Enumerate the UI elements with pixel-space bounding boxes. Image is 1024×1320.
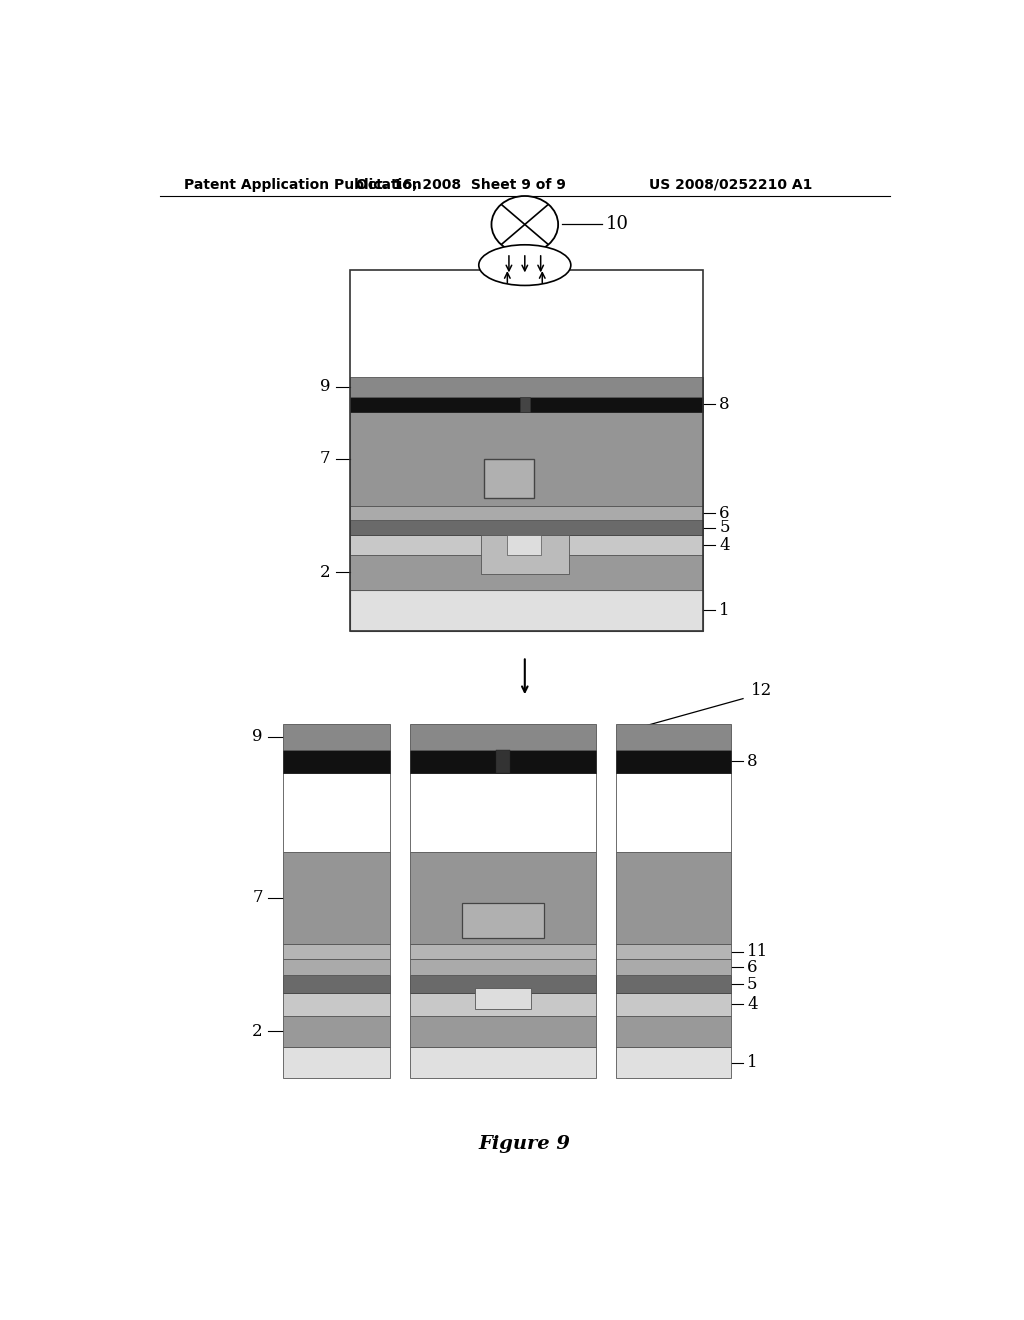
Bar bbox=[616, 750, 731, 772]
Text: 11: 11 bbox=[748, 942, 768, 960]
Bar bbox=[496, 750, 510, 772]
Bar bbox=[350, 520, 703, 536]
Text: US 2008/0252210 A1: US 2008/0252210 A1 bbox=[649, 178, 813, 191]
Ellipse shape bbox=[492, 195, 558, 253]
Text: 8: 8 bbox=[748, 752, 758, 770]
Bar bbox=[350, 271, 703, 631]
Bar bbox=[410, 772, 596, 851]
Bar bbox=[520, 397, 530, 412]
Bar bbox=[410, 851, 596, 944]
Bar bbox=[350, 536, 703, 556]
Text: 12: 12 bbox=[751, 681, 772, 698]
Text: 8: 8 bbox=[719, 396, 730, 413]
Bar bbox=[616, 772, 731, 851]
Bar bbox=[350, 556, 703, 590]
Bar bbox=[283, 725, 390, 750]
Bar bbox=[616, 851, 731, 944]
Text: 9: 9 bbox=[319, 379, 331, 396]
Bar bbox=[484, 459, 534, 499]
Text: 7: 7 bbox=[252, 890, 263, 907]
Bar bbox=[410, 993, 596, 1015]
Text: 5: 5 bbox=[719, 519, 730, 536]
Bar bbox=[410, 1015, 596, 1047]
Bar bbox=[616, 1047, 731, 1078]
Bar bbox=[481, 536, 569, 574]
Bar bbox=[616, 1015, 731, 1047]
Text: 1: 1 bbox=[748, 1055, 758, 1071]
Text: 2: 2 bbox=[319, 564, 331, 581]
Text: 1: 1 bbox=[719, 602, 730, 619]
Bar bbox=[283, 993, 390, 1015]
Bar bbox=[410, 975, 596, 993]
Bar bbox=[283, 944, 390, 960]
Ellipse shape bbox=[479, 244, 570, 285]
Text: Figure 9: Figure 9 bbox=[479, 1135, 570, 1154]
Text: 9: 9 bbox=[252, 729, 263, 746]
Bar bbox=[283, 750, 390, 772]
Bar bbox=[283, 851, 390, 944]
Bar bbox=[350, 378, 703, 397]
Text: Oct. 16, 2008  Sheet 9 of 9: Oct. 16, 2008 Sheet 9 of 9 bbox=[356, 178, 566, 191]
Text: 7: 7 bbox=[319, 450, 331, 467]
Bar bbox=[410, 960, 596, 975]
Bar bbox=[283, 1015, 390, 1047]
Text: 10: 10 bbox=[606, 215, 629, 234]
Text: 2: 2 bbox=[252, 1023, 263, 1040]
Text: 6: 6 bbox=[748, 958, 758, 975]
Bar bbox=[350, 397, 703, 412]
Text: 6: 6 bbox=[719, 504, 730, 521]
Text: Patent Application Publication: Patent Application Publication bbox=[183, 178, 421, 191]
Text: 4: 4 bbox=[748, 995, 758, 1012]
Bar bbox=[462, 903, 544, 939]
Bar bbox=[410, 725, 596, 750]
Text: 4: 4 bbox=[719, 537, 730, 554]
Bar bbox=[283, 975, 390, 993]
Bar bbox=[283, 772, 390, 851]
Bar bbox=[616, 993, 731, 1015]
Bar bbox=[616, 975, 731, 993]
Bar bbox=[616, 960, 731, 975]
Bar bbox=[410, 944, 596, 960]
Bar bbox=[410, 750, 596, 772]
Bar bbox=[616, 725, 731, 750]
Bar bbox=[283, 960, 390, 975]
Bar bbox=[507, 536, 541, 556]
Bar bbox=[350, 590, 703, 631]
Bar bbox=[410, 1047, 596, 1078]
Bar bbox=[350, 412, 703, 506]
Bar bbox=[350, 506, 703, 520]
Text: 5: 5 bbox=[748, 975, 758, 993]
Bar bbox=[616, 944, 731, 960]
Bar bbox=[283, 1047, 390, 1078]
Bar bbox=[475, 987, 531, 1008]
